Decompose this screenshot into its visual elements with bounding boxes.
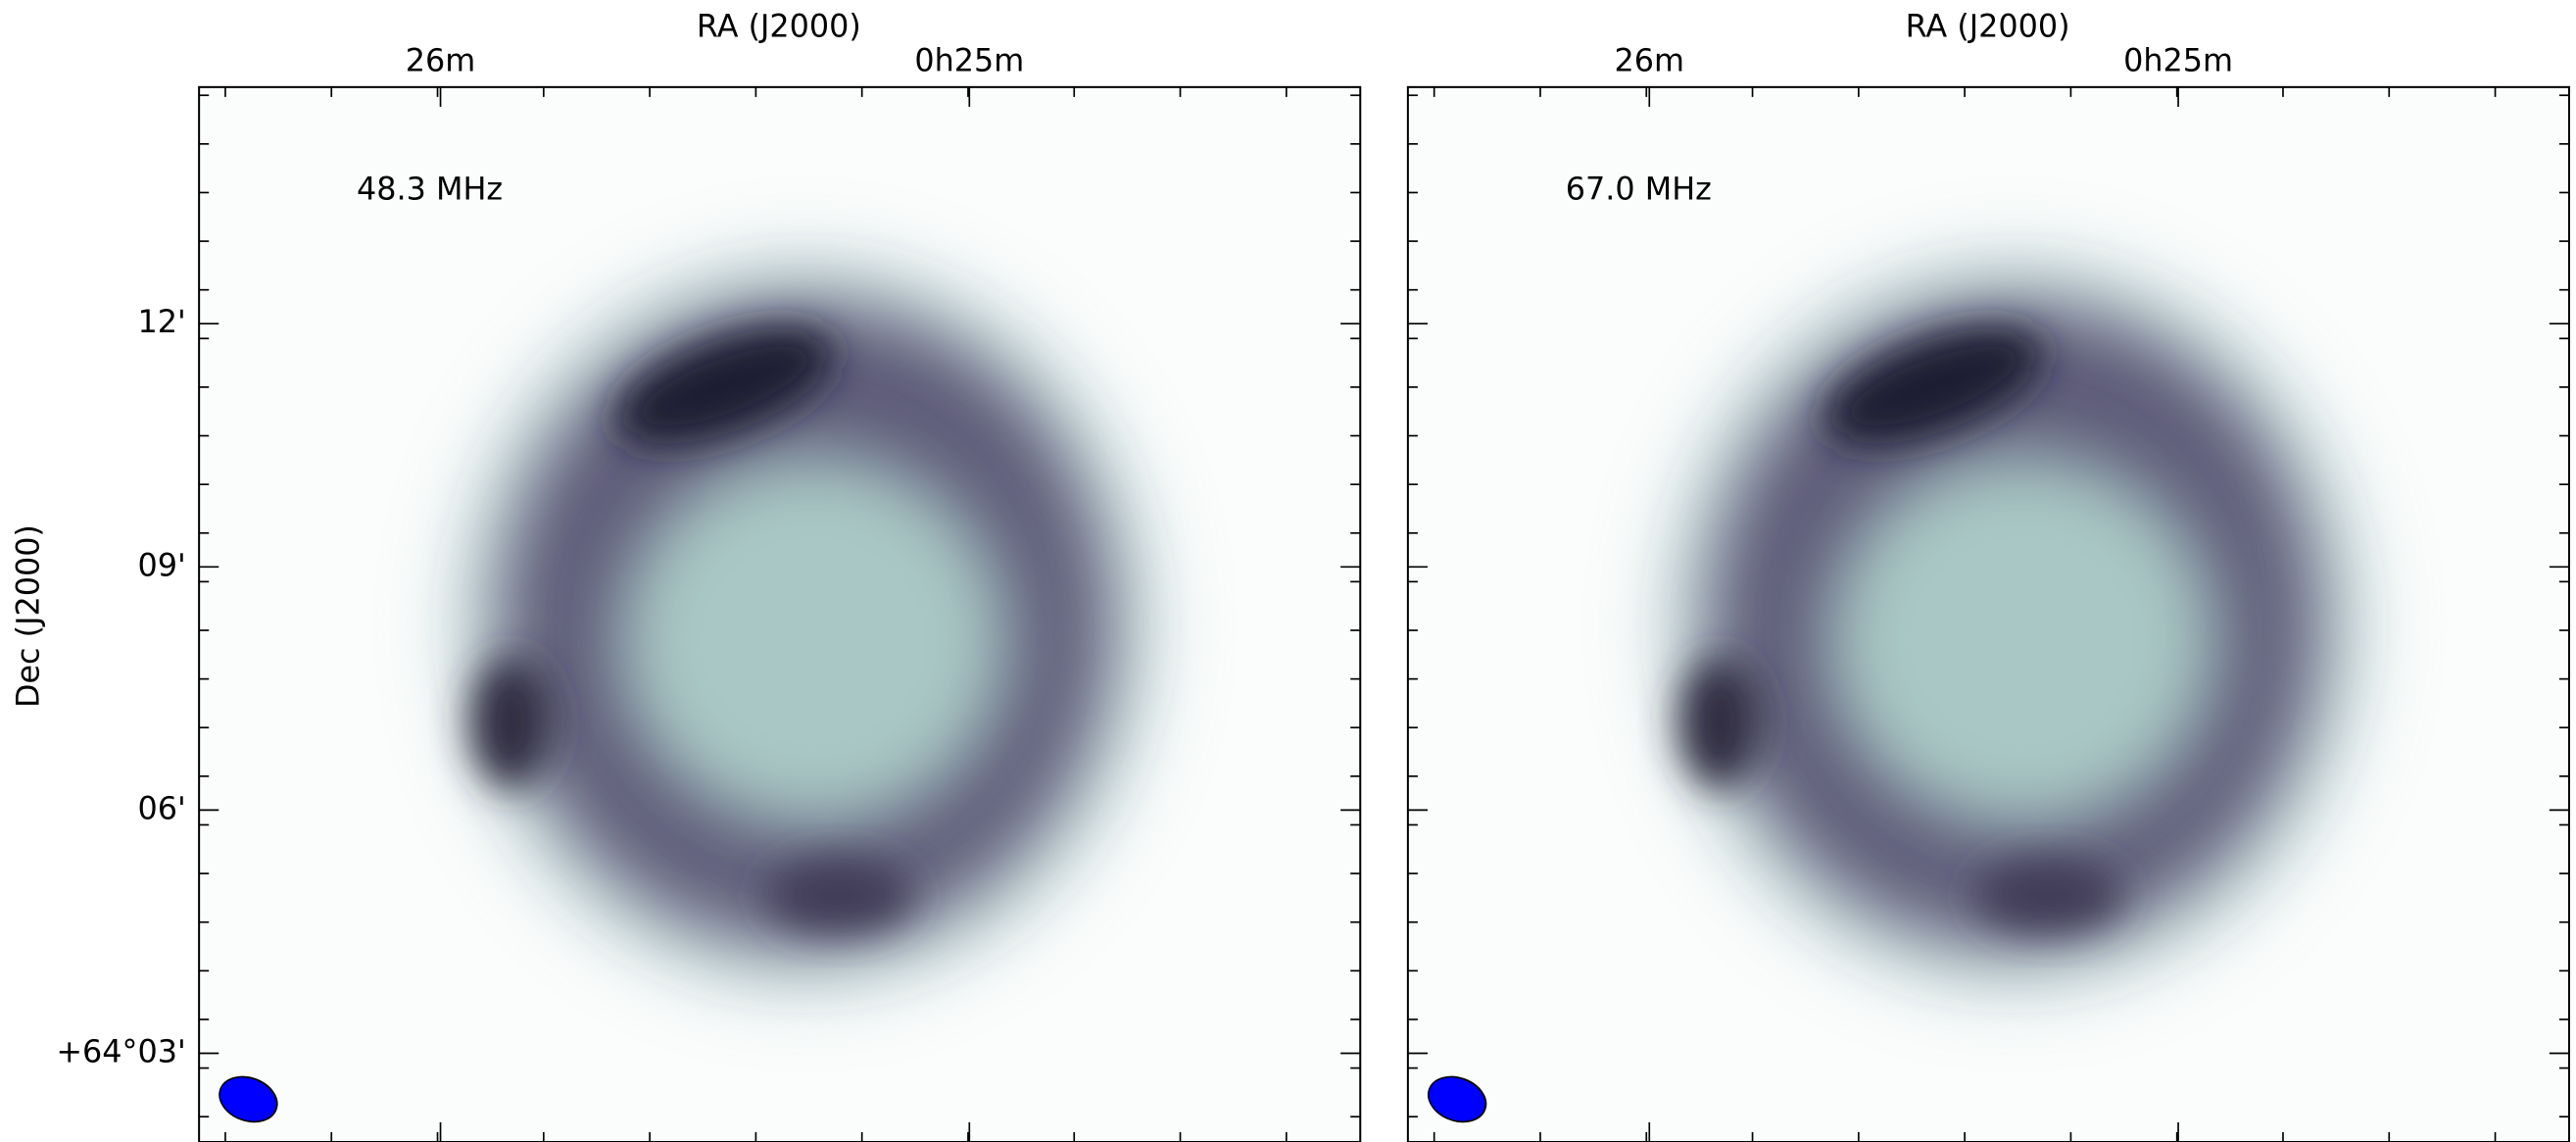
x-tick-label: 0h25m — [2123, 42, 2233, 79]
y-axis-label: Dec (J2000) — [9, 524, 46, 708]
x-tick-label: 26m — [1615, 42, 1685, 79]
frequency-label: 48.3 MHz — [357, 170, 503, 207]
x-tick-label: 0h25m — [914, 42, 1024, 79]
west-knot — [1678, 658, 1761, 789]
frequency-label: 67.0 MHz — [1566, 170, 1712, 207]
x-axis-label: RA (J2000) — [1906, 7, 2070, 44]
interior — [616, 452, 1010, 830]
y-tick-label: 09' — [137, 546, 185, 583]
y-tick-label: 12' — [137, 303, 185, 340]
interior — [1825, 452, 2219, 830]
radio-image — [199, 87, 1360, 1142]
south-knot — [1974, 860, 2122, 932]
west-knot — [470, 658, 553, 789]
x-tick-label: 26m — [406, 42, 476, 79]
y-tick-label: +64°03' — [56, 1032, 185, 1069]
y-tick-label: 06' — [137, 789, 185, 826]
x-axis-label: RA (J2000) — [697, 7, 861, 44]
figure: Dec (J2000) 26m 0h25m RA (J2000) 48.3 MHz 26… — [0, 0, 2576, 1142]
radio-image — [1408, 87, 2569, 1142]
south-knot — [765, 860, 913, 932]
